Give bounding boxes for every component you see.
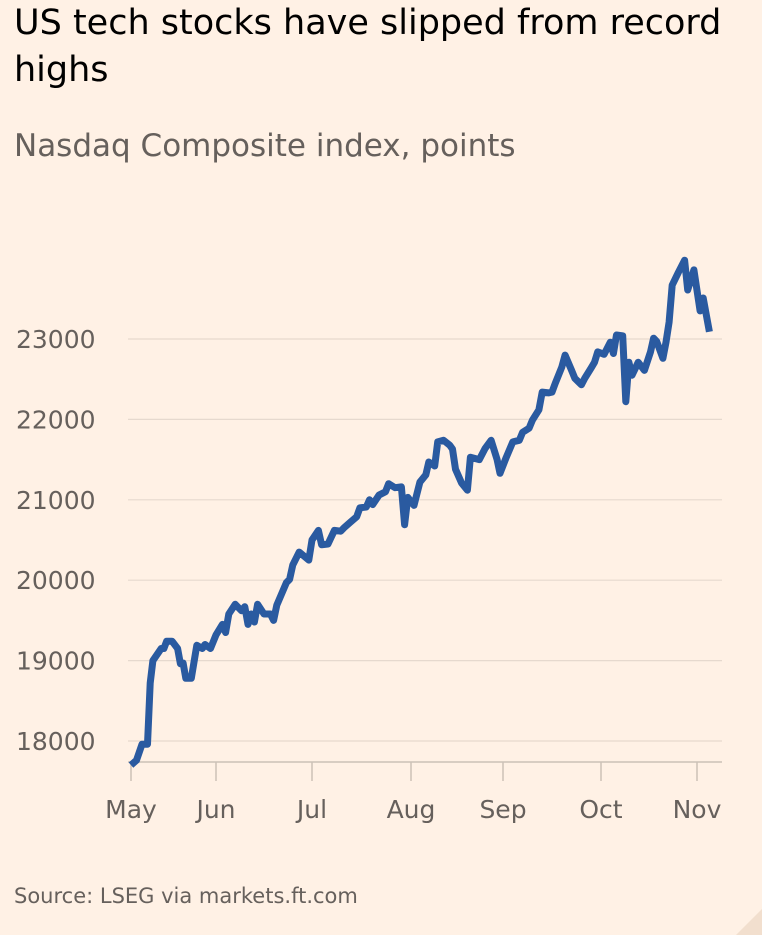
y-tick-label: 18000 bbox=[16, 727, 96, 756]
x-tick-label: Sep bbox=[479, 795, 526, 824]
x-tick-label: Jun bbox=[194, 795, 235, 824]
x-tick-label: May bbox=[105, 795, 157, 824]
y-tick-label: 19000 bbox=[16, 647, 96, 676]
y-tick-label: 23000 bbox=[16, 325, 96, 354]
y-tick-label: 22000 bbox=[16, 405, 96, 434]
x-tick-label: Aug bbox=[387, 795, 436, 824]
corner-fold-icon bbox=[736, 909, 762, 935]
series-line bbox=[128, 256, 713, 768]
x-tick-label: Nov bbox=[673, 795, 722, 824]
source-note: Source: LSEG via markets.ft.com bbox=[14, 884, 358, 908]
y-tick-label: 20000 bbox=[16, 566, 96, 595]
x-tick-label: Jul bbox=[295, 795, 327, 824]
x-tick-label: Oct bbox=[579, 795, 622, 824]
y-tick-label: 21000 bbox=[16, 486, 96, 515]
chart-subtitle: Nasdaq Composite index, points bbox=[14, 128, 516, 164]
chart-title: US tech stocks have slipped from record … bbox=[14, 3, 722, 90]
